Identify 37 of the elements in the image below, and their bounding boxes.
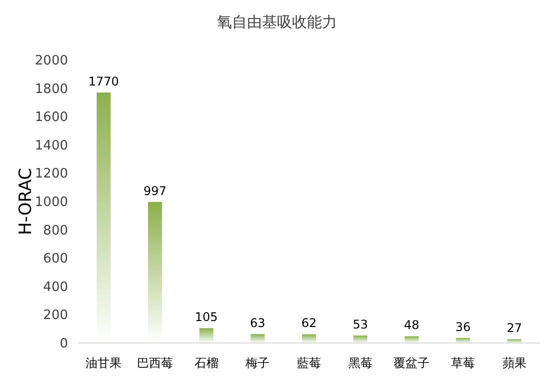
bar	[250, 334, 265, 343]
x-tick-label: 覆盆子	[394, 356, 430, 370]
data-label: 27	[506, 321, 522, 336]
y-tick-label: 400	[43, 280, 68, 295]
data-label: 48	[404, 318, 420, 332]
data-label: 62	[301, 316, 317, 330]
y-tick-label: 1200	[34, 166, 68, 182]
data-label: 1770	[88, 74, 119, 89]
data-label: 36	[455, 320, 471, 334]
bar	[404, 336, 419, 343]
y-tick-label: 1800	[34, 82, 68, 97]
data-label: 63	[250, 316, 266, 330]
bar	[302, 334, 316, 343]
bar	[507, 339, 522, 343]
x-tick-label: 油甘果	[86, 356, 122, 370]
bar	[199, 328, 214, 343]
y-tick-label: 200	[43, 308, 68, 324]
y-tick-label: 800	[43, 223, 68, 238]
y-tick-label: 1000	[34, 195, 68, 210]
data-label: 105	[194, 310, 218, 324]
y-tick-label: 600	[43, 252, 68, 267]
y-tick-label: 1400	[34, 138, 68, 154]
x-tick-label: 梅子	[244, 356, 270, 370]
y-tick-label: 1600	[34, 110, 68, 126]
y-axis-title: H-ORAC	[16, 168, 36, 236]
data-label: 997	[144, 184, 166, 198]
x-tick-label: 草莓	[451, 356, 475, 370]
y-tick-label: 0	[60, 336, 68, 352]
x-tick-label: 石榴	[194, 356, 218, 370]
x-tick-label: 巴西莓	[137, 356, 173, 370]
x-tick-label: 藍莓	[297, 356, 321, 370]
bar	[353, 336, 368, 343]
x-tick-label: 黑莓	[348, 356, 372, 370]
data-label: 53	[352, 318, 368, 332]
y-tick-label: 2000	[34, 54, 68, 68]
x-tick-label: 蘋果	[502, 356, 526, 370]
chart-title: 氧自由基吸收能力	[217, 13, 337, 31]
